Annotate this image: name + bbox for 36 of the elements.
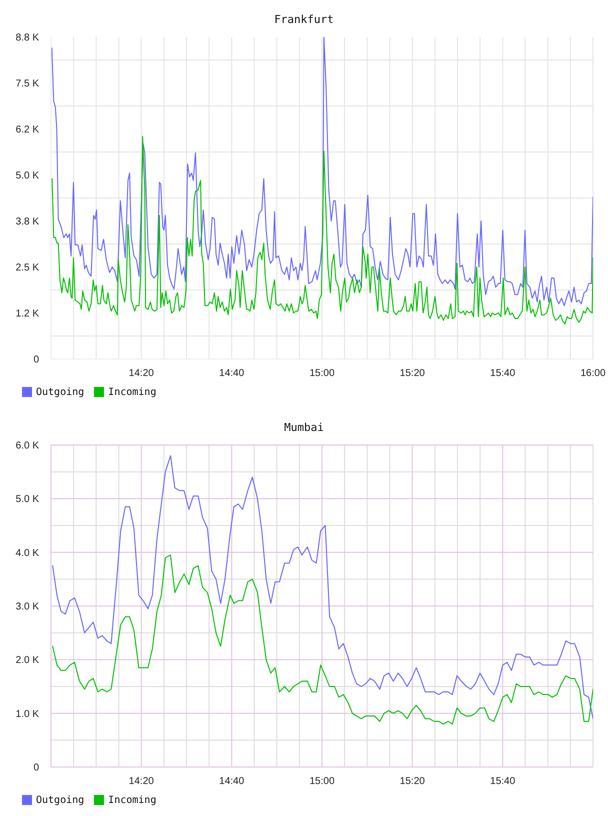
- y-tick-label: 1.0 K: [16, 708, 40, 720]
- legend-label: Incoming: [108, 795, 156, 806]
- x-tick-label: 15:40: [490, 776, 516, 788]
- legend-label: Outgoing: [36, 795, 84, 806]
- line-series: [51, 37, 593, 306]
- y-tick-label: 5.0 K: [16, 494, 40, 506]
- x-tick-label: 14:40: [219, 776, 245, 788]
- y-tick-label: 6.2 K: [16, 124, 40, 136]
- x-tick-label: 15:40: [490, 368, 516, 380]
- chart-title: Mumbai: [283, 421, 325, 435]
- y-tick-label: 8.8 K: [16, 32, 40, 44]
- y-tick-label: 1.2 K: [16, 308, 40, 320]
- y-tick-label: 5.0 K: [16, 170, 40, 182]
- line-series: [52, 455, 593, 720]
- x-tick-label: 15:00: [309, 776, 335, 788]
- y-tick-label: 2.0 K: [16, 655, 40, 666]
- x-tick-label: 15:20: [400, 776, 426, 788]
- legend-label: Outgoing: [36, 387, 84, 398]
- x-tick-label: 14:40: [219, 368, 245, 380]
- y-tick-label: 7.5 K: [16, 78, 40, 90]
- x-tick-label: 15:20: [400, 368, 426, 380]
- y-tick-label: 0: [33, 354, 40, 366]
- x-tick-label: 14:20: [128, 368, 154, 380]
- legend-label: Incoming: [108, 387, 156, 398]
- x-tick-label: 16:00: [580, 368, 606, 380]
- y-tick-label: 2.5 K: [16, 262, 40, 274]
- y-tick-label: 0: [33, 762, 40, 774]
- chart-title: Frankfurt: [273, 13, 335, 27]
- y-tick-label: 6.0 K: [16, 440, 40, 452]
- y-tick-label: 3.8 K: [16, 216, 40, 228]
- x-tick-label: 15:00: [309, 368, 335, 380]
- line-series: [52, 554, 593, 725]
- y-tick-label: 3.0 K: [16, 602, 40, 613]
- y-tick-label: 4.0 K: [16, 548, 40, 559]
- x-tick-label: 14:20: [128, 776, 154, 788]
- line-series: [52, 136, 593, 325]
